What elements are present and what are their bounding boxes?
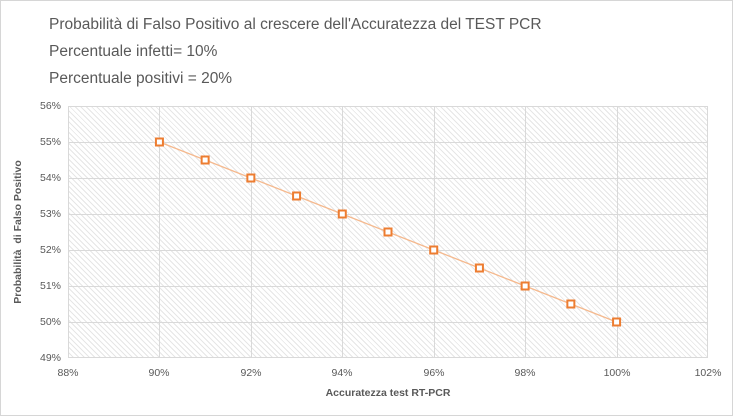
vertical-gridline	[159, 106, 160, 358]
horizontal-gridline	[68, 357, 708, 358]
series-svg	[154, 137, 622, 327]
chart-title: Probabilità di Falso Positivo al crescer…	[49, 16, 542, 33]
data-point-marker[interactable]	[520, 281, 530, 291]
x-tick-label: 100%	[603, 367, 631, 379]
y-tick-label: 52%	[39, 244, 61, 256]
data-point-marker[interactable]	[383, 227, 393, 237]
x-tick-label: 90%	[148, 367, 170, 379]
y-tick-label: 56%	[39, 100, 61, 112]
data-point-marker[interactable]	[246, 173, 256, 183]
horizontal-gridline	[68, 322, 708, 323]
y-tick-label: 55%	[39, 136, 61, 148]
vertical-gridline	[68, 106, 69, 358]
horizontal-gridline	[68, 286, 708, 287]
y-tick-label: 50%	[39, 316, 61, 328]
y-tick-label: 51%	[39, 280, 61, 292]
y-tick-label: 53%	[39, 208, 61, 220]
horizontal-gridline	[68, 214, 708, 215]
x-tick-label: 96%	[423, 367, 445, 379]
horizontal-gridline	[68, 142, 708, 143]
plot-area	[68, 106, 708, 358]
x-axis-title: Accuratezza test RT-PCR	[325, 387, 451, 399]
data-point-marker[interactable]	[200, 155, 210, 165]
vertical-gridline	[707, 106, 708, 358]
data-point-marker[interactable]	[154, 137, 164, 147]
vertical-gridline	[434, 106, 435, 358]
horizontal-gridline	[68, 250, 708, 251]
vertical-gridline	[525, 106, 526, 358]
horizontal-gridline	[68, 106, 708, 107]
x-tick-label: 88%	[57, 367, 79, 379]
chart-title-block: Probabilità di Falso Positivo al crescer…	[49, 11, 542, 92]
chart-subtitle-positive: Percentuale positivi = 20%	[49, 70, 233, 87]
chart-subtitle-infected: Percentuale infetti= 10%	[49, 43, 218, 60]
x-tick-label: 102%	[694, 367, 722, 379]
x-tick-label: 98%	[514, 367, 536, 379]
horizontal-gridline	[68, 178, 708, 179]
y-tick-label: 54%	[39, 172, 61, 184]
data-point-marker[interactable]	[566, 299, 576, 309]
x-tick-label: 94%	[331, 367, 353, 379]
data-point-marker[interactable]	[429, 245, 439, 255]
data-point-marker[interactable]	[474, 263, 484, 273]
vertical-gridline	[617, 106, 618, 358]
vertical-gridline	[251, 106, 252, 358]
y-tick-label: 49%	[39, 352, 61, 364]
data-point-marker[interactable]	[337, 209, 347, 219]
x-tick-label: 92%	[240, 367, 262, 379]
vertical-gridline	[342, 106, 343, 358]
data-point-marker[interactable]	[612, 317, 622, 327]
data-point-marker[interactable]	[292, 191, 302, 201]
